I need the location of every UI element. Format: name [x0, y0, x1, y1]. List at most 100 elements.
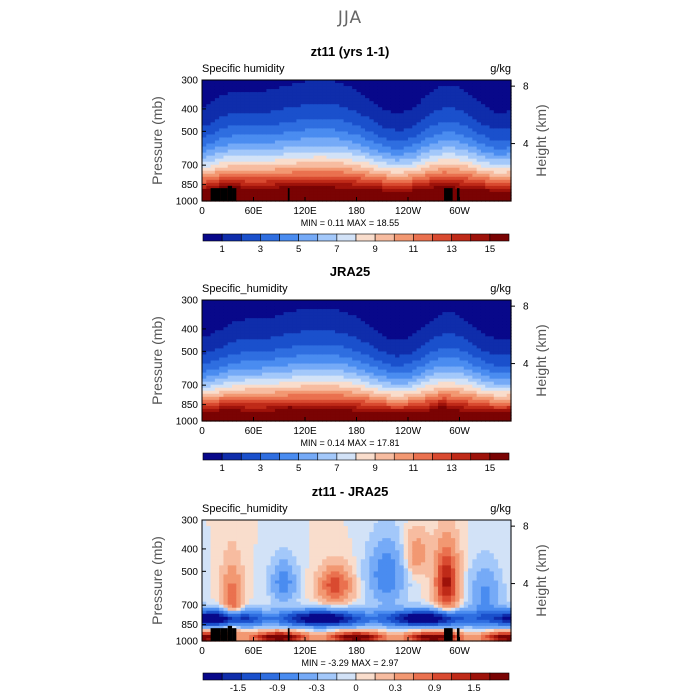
- heatmap-cell: [339, 324, 345, 328]
- heatmap-cell: [270, 140, 276, 145]
- heatmap-cell: [446, 125, 452, 130]
- heatmap-cell: [279, 176, 285, 181]
- heatmap-cell: [399, 345, 405, 350]
- heatmap-cell: [420, 116, 426, 120]
- heatmap-cell: [352, 324, 358, 328]
- heatmap-cell: [450, 155, 456, 160]
- heatmap-cell: [347, 402, 353, 407]
- heatmap-cell: [287, 161, 293, 166]
- heatmap-cell: [343, 185, 349, 190]
- heatmap-cell: [257, 411, 263, 416]
- heatmap-cell: [489, 98, 495, 102]
- heatmap-cell: [240, 306, 246, 310]
- heatmap-cell: [425, 113, 431, 117]
- heatmap-cell: [309, 393, 315, 398]
- heatmap-cell: [369, 318, 375, 322]
- heatmap-cell: [262, 405, 267, 410]
- heatmap-cell: [300, 101, 306, 105]
- heatmap-cell: [403, 318, 409, 322]
- heatmap-cell: [472, 143, 478, 148]
- heatmap-cell: [257, 140, 263, 145]
- heatmap-cell: [296, 98, 302, 102]
- heatmap-cell: [390, 134, 396, 139]
- heatmap-cell: [438, 155, 443, 160]
- heatmap-cell: [274, 179, 280, 184]
- heatmap-cell: [390, 110, 396, 114]
- heatmap-cell: [287, 191, 293, 196]
- heatmap-cell: [244, 152, 250, 157]
- heatmap-cell: [313, 158, 319, 163]
- heatmap-cell: [317, 324, 323, 328]
- heatmap-cell: [386, 399, 392, 404]
- heatmap-cell: [206, 125, 212, 130]
- heatmap-cell: [296, 107, 302, 111]
- heatmap-cell: [403, 321, 409, 325]
- heatmap-cell: [416, 95, 422, 99]
- heatmap-cell: [416, 363, 422, 368]
- heatmap-cell: [489, 113, 495, 117]
- heatmap-cell: [485, 152, 491, 157]
- heatmap-cell: [476, 89, 482, 93]
- heatmap-cell: [210, 179, 216, 184]
- heatmap-cell: [236, 107, 242, 111]
- heatmap-cell: [330, 98, 336, 102]
- heatmap-cell: [283, 107, 289, 111]
- heatmap-cell: [360, 339, 366, 343]
- heatmap-cell: [322, 161, 328, 166]
- heatmap-cell: [317, 417, 323, 422]
- heatmap-cell: [236, 152, 242, 157]
- heatmap-cell: [249, 375, 255, 380]
- heatmap-cell: [244, 414, 250, 419]
- heatmap-cell: [412, 342, 418, 346]
- heatmap-cell: [399, 95, 405, 99]
- heatmap-cell: [408, 393, 413, 398]
- colorbar-label: 9: [372, 244, 377, 255]
- heatmap-cell: [300, 408, 306, 413]
- heatmap-cell: [480, 191, 486, 196]
- heatmap-cell: [377, 318, 383, 322]
- heatmap-cell: [287, 378, 293, 383]
- heatmap-cell: [283, 152, 289, 157]
- heatmap-cell: [472, 191, 478, 196]
- heatmap-cell: [373, 101, 379, 105]
- heatmap-cell: [416, 309, 422, 313]
- heatmap-cell: [223, 309, 229, 313]
- heatmap-cell: [480, 158, 486, 163]
- heatmap-cell: [287, 417, 293, 422]
- heatmap-cell: [313, 315, 319, 319]
- heatmap-cell: [322, 155, 328, 160]
- heatmap-cell: [219, 140, 225, 145]
- heatmap-cell: [502, 167, 508, 172]
- heatmap-cell: [206, 83, 212, 87]
- heatmap-cell: [476, 158, 482, 163]
- heatmap-cell: [395, 342, 401, 346]
- heatmap-cell: [425, 128, 431, 133]
- heatmap-cell: [232, 360, 237, 365]
- heatmap-cell: [313, 143, 319, 148]
- heatmap-cell: [266, 113, 272, 117]
- heatmap-cell: [502, 92, 508, 96]
- heatmap-cell: [305, 324, 310, 328]
- heatmap-cell: [408, 146, 413, 151]
- heatmap-cell: [305, 158, 310, 163]
- heatmap-cell: [292, 155, 298, 160]
- heatmap-cell: [433, 191, 439, 196]
- heatmap-cell: [382, 339, 388, 343]
- heatmap-cell: [317, 393, 323, 398]
- heatmap-cell: [240, 402, 246, 407]
- heatmap-cell: [339, 366, 345, 371]
- heatmap-cell: [369, 405, 375, 410]
- heatmap-cell: [240, 185, 246, 190]
- heatmap-cell: [335, 80, 340, 84]
- heatmap-cell: [232, 146, 237, 151]
- heatmap-cell: [232, 417, 237, 422]
- heatmap-cell: [223, 417, 229, 422]
- heatmap-cell: [214, 101, 220, 105]
- heatmap-cell: [257, 167, 263, 172]
- heatmap-cell: [326, 101, 332, 105]
- heatmap-cell: [369, 92, 375, 96]
- heatmap-cell: [365, 86, 370, 90]
- heatmap-cell: [450, 104, 456, 108]
- heatmap-cell: [365, 122, 370, 126]
- heatmap-cell: [266, 107, 272, 111]
